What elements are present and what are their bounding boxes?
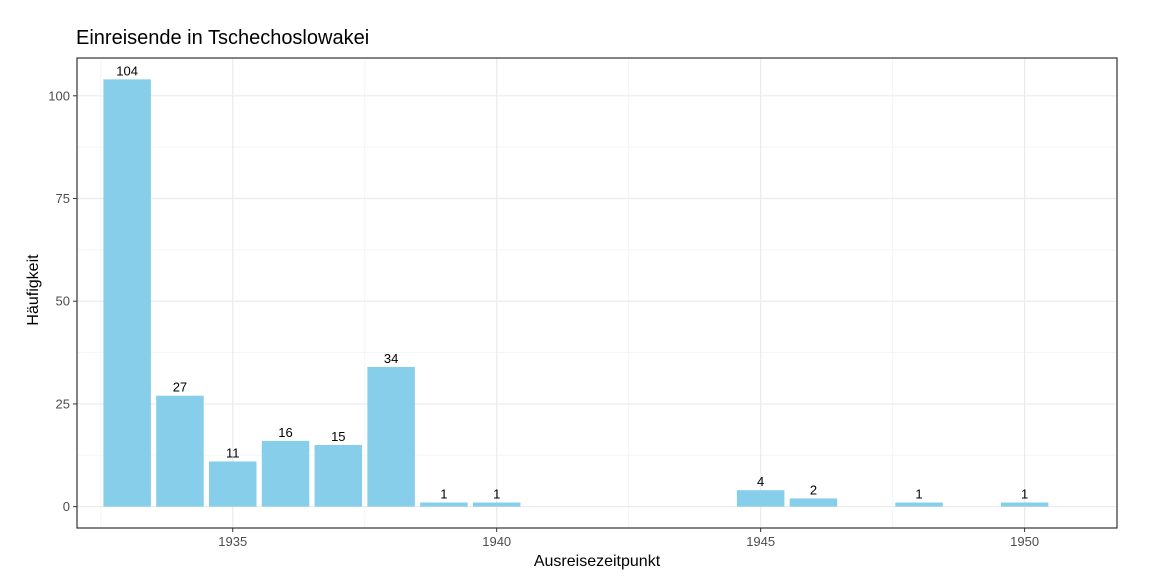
data-label: 34 — [384, 351, 398, 366]
x-tick-label: 1935 — [218, 534, 247, 549]
data-label: 27 — [173, 380, 187, 395]
y-tick-label: 25 — [56, 396, 70, 411]
bar — [895, 502, 943, 507]
data-label: 1 — [915, 487, 922, 502]
data-label: 16 — [278, 425, 292, 440]
y-tick-label: 0 — [63, 499, 70, 514]
y-tick-label: 100 — [48, 88, 70, 103]
bar — [156, 395, 204, 507]
y-tick-label: 50 — [56, 294, 70, 309]
x-tick-label: 1950 — [1010, 534, 1039, 549]
y-axis: 0 25 50 75 100 — [48, 88, 77, 514]
data-label: 1 — [493, 487, 500, 502]
x-tick-label: 1940 — [482, 534, 511, 549]
y-tick-label: 75 — [56, 191, 70, 206]
data-label: 15 — [331, 429, 345, 444]
data-label: 1 — [1021, 487, 1028, 502]
x-axis-title: Ausreisezeitpunkt — [534, 553, 661, 570]
bar — [103, 79, 151, 507]
plot-panel — [76, 57, 1118, 529]
data-label: 104 — [116, 63, 138, 78]
bar — [261, 440, 310, 507]
bar — [472, 502, 521, 507]
bars — [103, 79, 1049, 507]
bar — [1000, 502, 1049, 507]
grid — [77, 58, 1117, 528]
bar — [314, 445, 363, 507]
data-label: 1 — [440, 487, 447, 502]
chart-title: Einreisende in Tschechoslowakei — [76, 27, 369, 49]
panel-background — [77, 58, 1117, 528]
data-label: 4 — [757, 474, 764, 489]
x-axis: 1935 1940 1945 1950 — [218, 528, 1039, 549]
x-tick-label: 1945 — [746, 534, 775, 549]
y-axis-title: Häufigkeit — [25, 254, 42, 326]
data-label: 2 — [810, 482, 817, 497]
bar — [789, 498, 838, 507]
data-label: 11 — [226, 445, 240, 460]
bar — [736, 490, 785, 507]
bar — [367, 366, 415, 507]
bar — [208, 461, 257, 507]
bar — [420, 502, 468, 507]
